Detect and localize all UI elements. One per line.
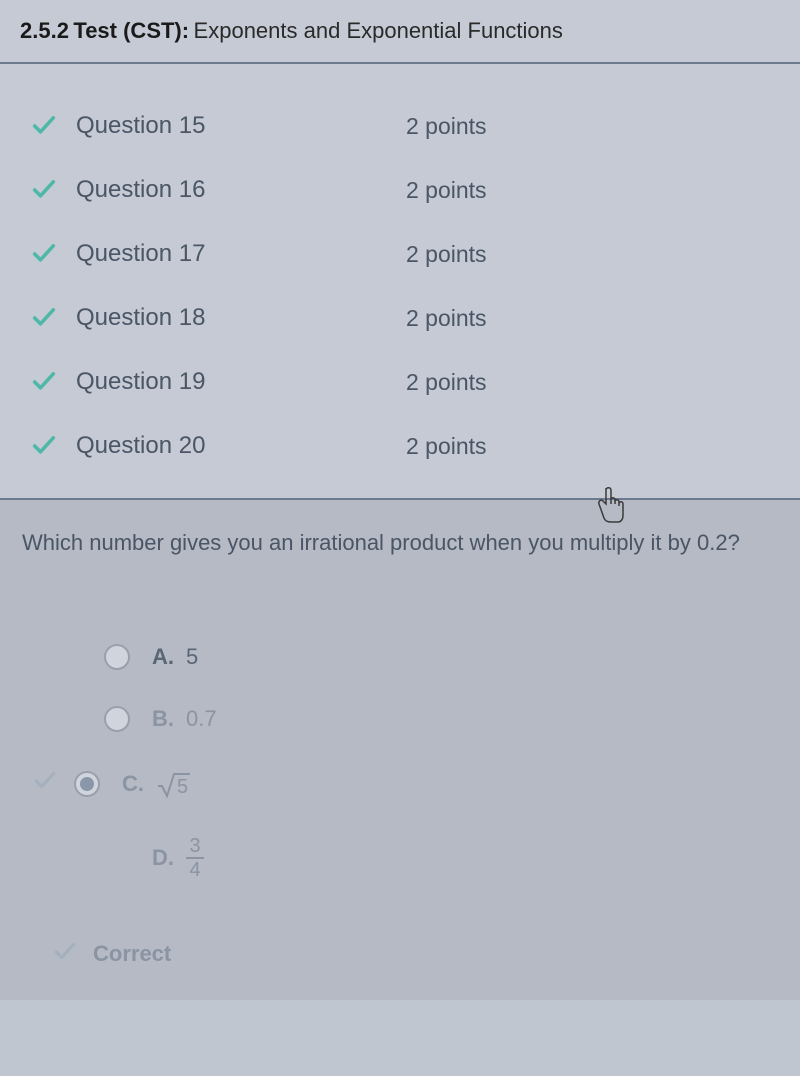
- answer-letter: B.: [152, 706, 174, 732]
- radio-button[interactable]: [104, 706, 130, 732]
- answer-text-sqrt: 5: [156, 769, 192, 797]
- check-icon: [30, 432, 58, 460]
- check-icon: [52, 939, 78, 970]
- question-row[interactable]: Question 16 2 points: [0, 158, 800, 222]
- answer-text: 0.7: [186, 706, 217, 732]
- radio-inner: [80, 777, 94, 791]
- radio-button-selected[interactable]: [74, 771, 100, 797]
- check-icon: [32, 768, 62, 799]
- question-points: 2 points: [406, 369, 487, 396]
- question-prompt: Which number gives you an irrational pro…: [22, 530, 778, 556]
- header-subject: Exponents and Exponential Functions: [194, 18, 563, 43]
- status-row: Correct: [22, 939, 778, 970]
- question-points: 2 points: [406, 177, 487, 204]
- question-row[interactable]: Question 19 2 points: [0, 350, 800, 414]
- answer-option-d[interactable]: D. 3 4: [22, 817, 778, 899]
- question-detail-panel: Which number gives you an irrational pro…: [0, 500, 800, 1000]
- question-label: Question 19: [76, 368, 406, 396]
- answer-letter: A.: [152, 644, 174, 670]
- question-label: Question 18: [76, 304, 406, 332]
- check-icon: [30, 112, 58, 140]
- radio-button[interactable]: [104, 644, 130, 670]
- question-points: 2 points: [406, 113, 487, 140]
- fraction-denominator: 4: [189, 859, 200, 881]
- question-list: Question 15 2 points Question 16 2 point…: [0, 64, 800, 500]
- answer-option-b[interactable]: B. 0.7: [22, 688, 778, 750]
- answer-fraction: 3 4: [186, 835, 204, 881]
- header-number: 2.5.2: [20, 18, 69, 43]
- check-icon: [30, 240, 58, 268]
- answer-letter: D.: [152, 845, 174, 871]
- question-label: Question 16: [76, 176, 406, 204]
- question-points: 2 points: [406, 241, 487, 268]
- answer-text: 5: [186, 644, 198, 670]
- header-test-type: Test (CST):: [73, 18, 189, 43]
- page-header: 2.5.2 Test (CST): Exponents and Exponent…: [0, 0, 800, 64]
- question-label: Question 17: [76, 240, 406, 268]
- question-label: Question 20: [76, 432, 406, 460]
- answer-option-a[interactable]: A. 5: [22, 626, 778, 688]
- cursor-pointer-icon: [592, 484, 628, 524]
- question-points: 2 points: [406, 305, 487, 332]
- question-row[interactable]: Question 20 2 points: [0, 414, 800, 478]
- question-points: 2 points: [406, 433, 487, 460]
- check-icon: [30, 176, 58, 204]
- fraction-numerator: 3: [189, 835, 200, 857]
- question-label: Question 15: [76, 112, 406, 140]
- question-row[interactable]: Question 17 2 points: [0, 222, 800, 286]
- answer-option-c[interactable]: C. 5: [22, 750, 778, 817]
- radicand: 5: [177, 776, 188, 798]
- status-text: Correct: [93, 941, 171, 967]
- check-icon: [30, 304, 58, 332]
- question-row[interactable]: Question 18 2 points: [0, 286, 800, 350]
- check-icon: [30, 368, 58, 396]
- question-row[interactable]: Question 15 2 points: [0, 94, 800, 158]
- answer-letter: C.: [122, 771, 144, 797]
